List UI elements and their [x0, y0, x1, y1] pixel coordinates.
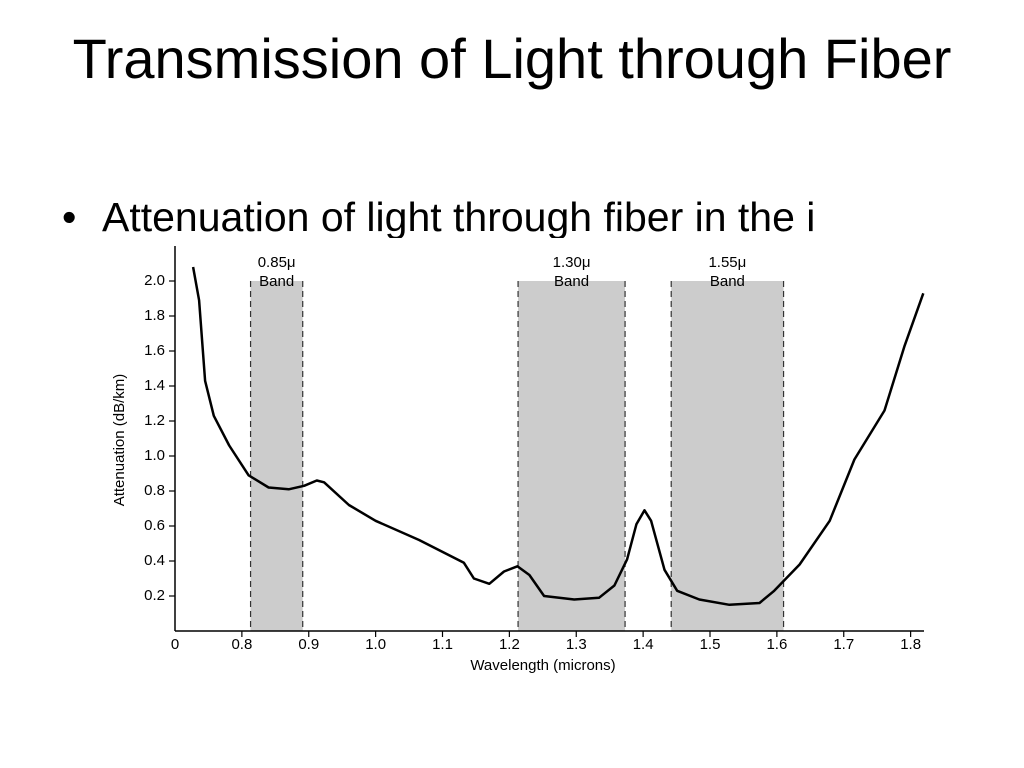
attenuation-curve — [191, 266, 925, 607]
x-tick-label: 0.9 — [298, 636, 319, 653]
bullet-text: Attenuation of light through fiber in th… — [102, 194, 816, 240]
band-label: Band — [554, 273, 589, 290]
y-tick-label: 0.2 — [144, 587, 165, 604]
band-label: 1.30μ — [553, 254, 591, 271]
x-tick-label: 1.5 — [700, 636, 721, 653]
x-tick-label: 1.6 — [766, 636, 787, 653]
x-origin-label: 0 — [171, 636, 179, 653]
x-tick-label: 1.1 — [432, 636, 453, 653]
x-tick-label: 1.3 — [566, 636, 587, 653]
bullet-dot: • — [62, 194, 77, 240]
x-tick-label: 1.8 — [900, 636, 921, 653]
x-tick-label: 1.0 — [365, 636, 386, 653]
y-axis-title: Attenuation (dB/km) — [111, 374, 128, 507]
band-label: 1.55μ — [708, 254, 746, 271]
band-label: 0.85μ — [258, 254, 296, 271]
band — [518, 281, 626, 631]
y-tick-label: 0.6 — [144, 517, 165, 534]
y-tick-label: 1.8 — [144, 307, 165, 324]
slide-title: Transmission of Light through Fiber — [72, 27, 952, 90]
band-label: Band — [259, 273, 294, 290]
band — [250, 281, 303, 631]
y-tick-label: 1.6 — [144, 342, 165, 359]
y-tick-label: 0.4 — [144, 552, 165, 569]
y-tick-label: 0.8 — [144, 482, 165, 499]
band — [671, 281, 784, 631]
x-tick-label: 1.4 — [633, 636, 654, 653]
y-tick-label: 1.4 — [144, 377, 165, 394]
y-tick-label: 2.0 — [144, 272, 165, 289]
y-tick-label: 1.0 — [144, 447, 165, 464]
x-axis-title: Wavelength (microns) — [470, 657, 615, 674]
x-tick-label: 0.8 — [231, 636, 252, 653]
x-tick-label: 1.2 — [499, 636, 520, 653]
x-tick-label: 1.7 — [833, 636, 854, 653]
band-label: Band — [710, 273, 745, 290]
y-tick-label: 1.2 — [144, 412, 165, 429]
